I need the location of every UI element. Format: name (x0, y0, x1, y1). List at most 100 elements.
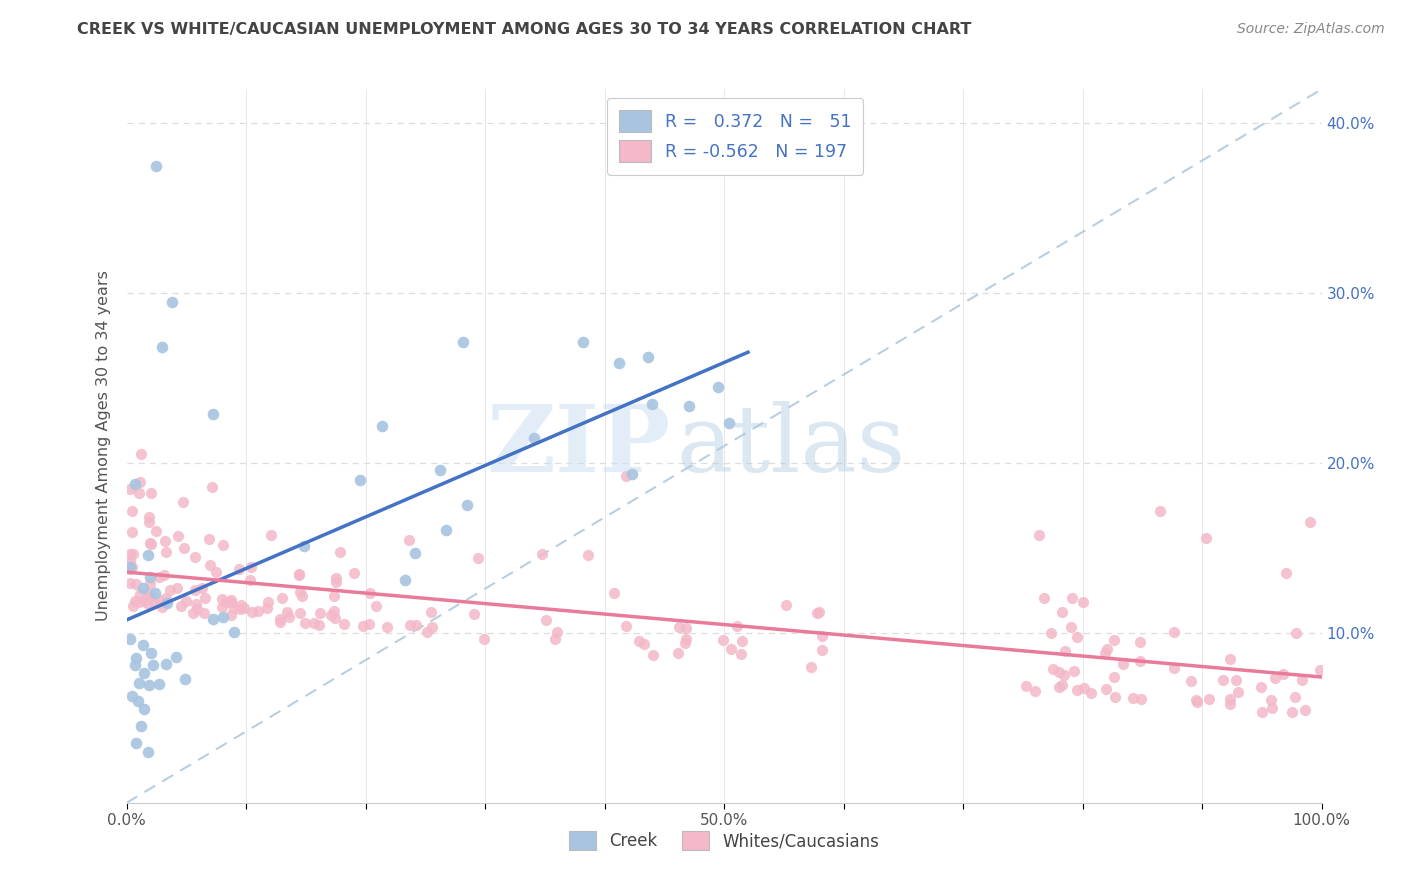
Point (416, 625, 439, 640)
Point (730, 647, 752, 661)
Point (247, 604, 270, 618)
Point (1129, 654, 1152, 668)
Point (633, 637, 655, 651)
Point (184, 597, 207, 611)
Point (136, 549, 159, 563)
Point (1104, 690, 1126, 704)
Point (1095, 681, 1118, 696)
Point (269, 612, 291, 626)
Point (219, 608, 242, 623)
Point (453, 335, 475, 350)
Point (211, 600, 233, 615)
Point (637, 350, 659, 364)
Point (1102, 633, 1125, 648)
Point (288, 607, 311, 621)
Point (211, 592, 233, 607)
Point (678, 399, 700, 413)
Point (333, 617, 356, 632)
Point (641, 396, 664, 410)
Point (129, 587, 152, 601)
Point (534, 613, 557, 627)
Point (129, 448, 152, 462)
Point (1047, 681, 1070, 695)
Point (219, 593, 242, 607)
Point (1050, 605, 1073, 619)
Point (572, 335, 595, 350)
Point (420, 620, 443, 634)
Point (290, 585, 312, 599)
Legend: Creek, Whites/Caucasians: Creek, Whites/Caucasians (561, 822, 887, 859)
Point (129, 719, 152, 733)
Point (138, 510, 160, 524)
Point (134, 593, 156, 607)
Point (120, 562, 142, 576)
Point (139, 537, 162, 551)
Point (139, 576, 162, 591)
Point (222, 625, 245, 640)
Point (191, 581, 214, 595)
Point (1073, 681, 1095, 695)
Point (121, 689, 143, 703)
Point (1212, 673, 1234, 688)
Point (405, 617, 427, 632)
Point (614, 618, 637, 632)
Point (124, 593, 146, 607)
Text: atlas: atlas (676, 401, 905, 491)
Point (160, 294, 183, 309)
Point (128, 485, 150, 500)
Point (166, 581, 188, 595)
Point (257, 595, 280, 609)
Point (1052, 668, 1074, 682)
Point (357, 616, 380, 631)
Point (198, 558, 221, 573)
Point (546, 624, 568, 639)
Point (193, 607, 215, 621)
Point (159, 583, 181, 598)
Point (120, 575, 142, 590)
Point (292, 540, 315, 554)
Point (329, 545, 352, 559)
Point (1095, 642, 1118, 657)
Point (578, 548, 600, 562)
Point (194, 591, 217, 605)
Point (138, 678, 160, 692)
Point (270, 591, 292, 606)
Point (121, 599, 143, 613)
Point (183, 549, 205, 564)
Point (711, 633, 734, 648)
Point (152, 568, 174, 582)
Point (215, 595, 238, 609)
Point (201, 407, 224, 421)
Point (609, 356, 631, 370)
Point (269, 615, 291, 629)
Point (120, 547, 142, 561)
Point (1219, 697, 1241, 711)
Point (294, 615, 316, 630)
Point (139, 535, 162, 549)
Point (138, 515, 160, 529)
Point (1261, 701, 1284, 715)
Point (155, 545, 177, 559)
Point (173, 541, 195, 556)
Text: ZIP: ZIP (486, 401, 671, 491)
Point (184, 583, 207, 598)
Point (148, 592, 170, 607)
Point (136, 745, 159, 759)
Point (150, 600, 173, 615)
Point (1052, 678, 1074, 692)
Point (309, 606, 332, 620)
Point (1285, 626, 1308, 640)
Point (276, 605, 298, 619)
Point (239, 574, 262, 588)
Point (1102, 670, 1125, 684)
Point (1163, 661, 1185, 675)
Point (124, 657, 146, 672)
Point (124, 476, 146, 491)
Point (240, 560, 263, 574)
Point (136, 596, 159, 610)
Point (211, 609, 233, 624)
Point (456, 498, 478, 512)
Point (1281, 706, 1303, 720)
Point (472, 632, 495, 646)
Point (120, 554, 142, 568)
